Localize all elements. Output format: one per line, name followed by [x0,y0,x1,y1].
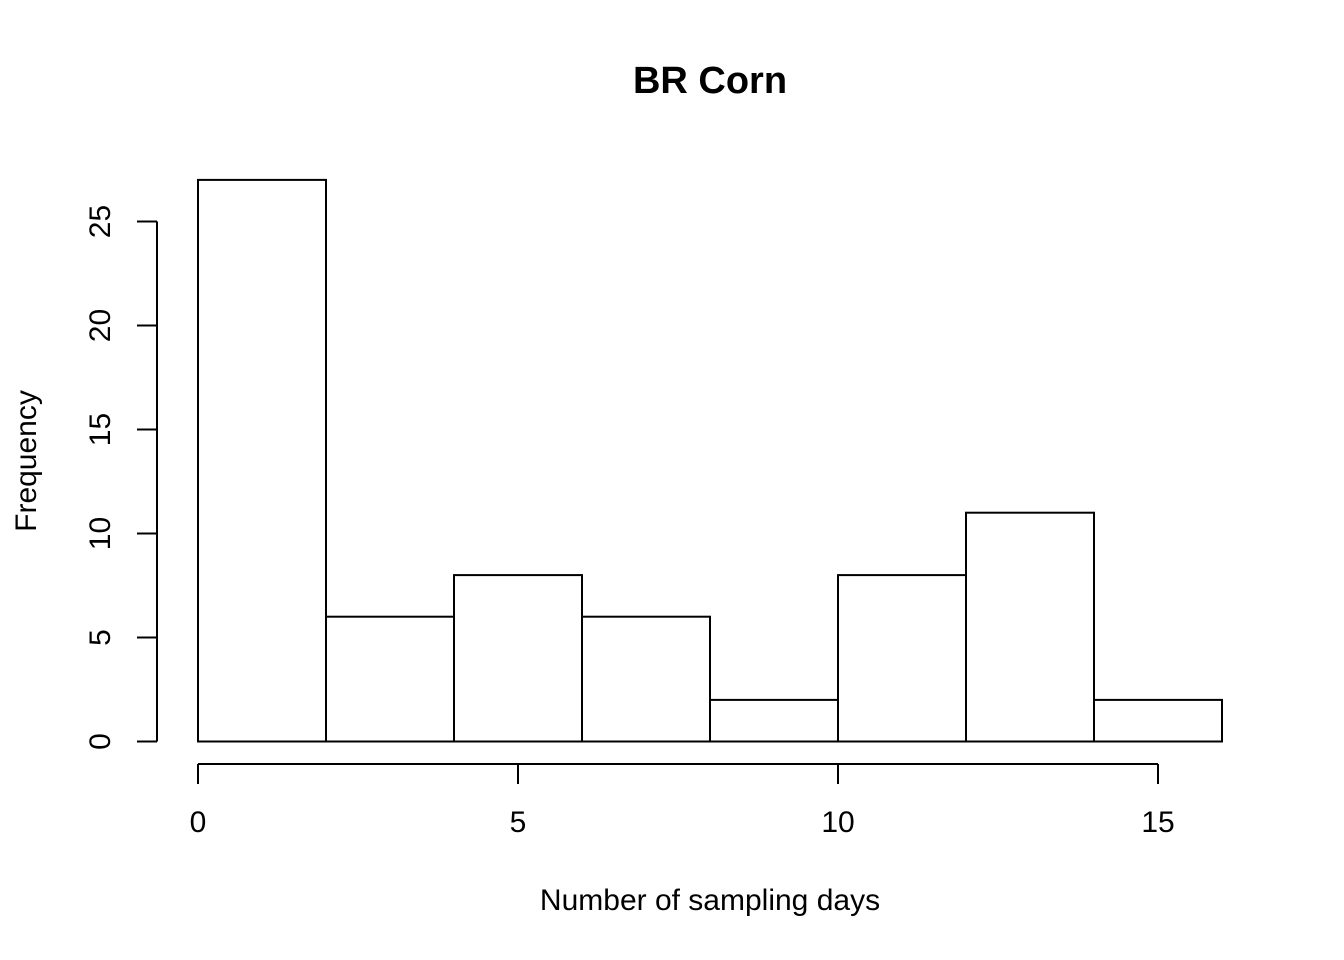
histogram-bar [581,615,711,743]
histogram-bar [1093,698,1223,743]
y-tick-label: 25 [84,205,117,238]
x-tick-label: 5 [510,806,527,839]
y-axis-label: Frequency [10,390,43,532]
y-axis: 0 5 10 15 20 25 [84,205,158,750]
x-tick-label: 10 [821,806,854,839]
histogram-bar [197,178,327,743]
x-tick-label: 15 [1141,806,1174,839]
histogram-bar [709,698,839,743]
histogram-bar [325,615,455,743]
histogram-bar [837,574,967,743]
y-tick-label: 15 [84,413,117,446]
x-tick-label: 0 [190,806,207,839]
y-tick-label: 20 [84,309,117,342]
y-tick-label: 5 [84,629,117,646]
histogram-bar [453,574,583,743]
chart-title: BR Corn [633,60,787,102]
histogram-bar [965,511,1095,743]
y-tick-label: 0 [84,733,117,750]
x-axis: 0 5 10 15 [190,763,1175,839]
y-tick-label: 10 [84,517,117,550]
x-axis-label: Number of sampling days [540,884,880,917]
bars-group [197,178,1223,743]
